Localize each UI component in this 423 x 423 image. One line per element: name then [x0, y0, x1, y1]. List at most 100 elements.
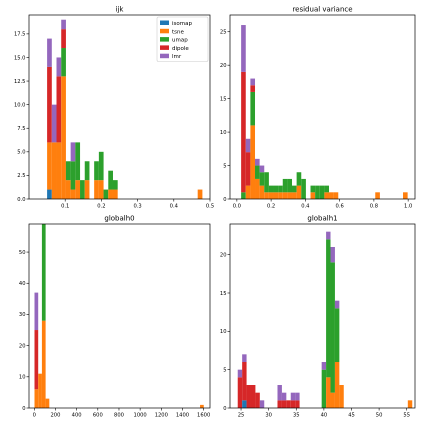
- bar-lmr-0: [34, 292, 39, 331]
- panel-title: ijk: [116, 6, 125, 14]
- bar-umap-12: [108, 170, 113, 190]
- y-tick-label: 15: [220, 96, 227, 102]
- bar-umap-2: [41, 224, 46, 321]
- panel-2: 0 200 400 600 800 1000 1200 1400 1600 0 10 20 30 40 50…: [19, 215, 211, 419]
- y-tick-label: 5: [223, 163, 226, 169]
- bar-umap-16: [319, 185, 325, 199]
- bar-lmr-13: [330, 247, 335, 263]
- y-tick-label: 5.0: [17, 150, 25, 156]
- bar-umap-10: [98, 151, 104, 181]
- bar-tsne-2: [56, 142, 62, 199]
- bar-lmr-11: [321, 362, 327, 370]
- y-tick-label: 15.0: [14, 55, 26, 61]
- bar-tsne-13: [112, 189, 118, 199]
- bar-umap-14: [334, 308, 340, 362]
- bar-tsne-6: [268, 192, 274, 199]
- legend: isomap tsne umap dipole lmr: [156, 16, 209, 62]
- bar-lmr-1: [51, 104, 57, 143]
- bar-lmr-0: [47, 38, 52, 67]
- legend-label-tsne: tsne: [172, 29, 185, 35]
- bar-tsne-5: [264, 192, 269, 199]
- bar-umap-8: [84, 161, 90, 181]
- x-tick-label: 400: [72, 413, 82, 419]
- y-tick-label: 12.5: [14, 79, 26, 85]
- bar-tsne-18: [329, 192, 334, 199]
- bar-umap-5: [70, 161, 76, 190]
- bar-dipole-0: [47, 66, 52, 143]
- bar-umap-14: [310, 185, 316, 193]
- x-tick-label: 0: [33, 413, 36, 419]
- bar-tsne-14: [197, 189, 203, 199]
- bar-umap-10: [287, 178, 293, 193]
- bar-tsne-4: [200, 404, 204, 408]
- bar-dipole-2: [250, 85, 256, 92]
- bar-dipole-0: [34, 330, 39, 390]
- bar-tsne-0: [47, 142, 52, 190]
- y-tick-label: 10.0: [14, 102, 26, 108]
- y-tick-label: 30: [19, 312, 26, 318]
- legend-swatch-isomap: [160, 20, 169, 25]
- bar-tsne-21: [403, 192, 408, 199]
- y-tick-label: 10: [220, 329, 227, 335]
- x-tick-label: 200: [51, 413, 61, 419]
- bar-umap-5: [264, 172, 269, 193]
- x-tick-label: 50: [376, 413, 383, 419]
- bar-tsne-3: [45, 398, 50, 408]
- bar-tsne-14: [334, 362, 340, 408]
- y-tick-label: 5: [223, 367, 226, 373]
- x-tick-label: 30: [265, 413, 272, 419]
- y-tick-label: 25: [220, 30, 227, 36]
- y-tick-label: 20: [220, 63, 227, 69]
- x-tick-label: 25: [238, 413, 245, 419]
- legend-swatch-umap: [160, 37, 169, 42]
- x-tick-label: 0.2: [267, 204, 275, 210]
- panel-title: globalh1: [307, 215, 337, 223]
- legend-swatch-dipole: [160, 45, 169, 50]
- bar-tsne-2: [250, 125, 256, 199]
- bar-lmr-4: [259, 165, 265, 173]
- legend-box: [156, 16, 209, 62]
- bar-tsne-15: [339, 385, 344, 408]
- bar-isomap-1: [242, 400, 247, 408]
- bar-dipole-6: [277, 400, 282, 408]
- bar-tsne-11: [292, 192, 297, 199]
- bar-dipole-0: [237, 377, 243, 408]
- bar-umap-0: [241, 192, 246, 199]
- bar-lmr-10: [295, 392, 300, 401]
- x-tick-label: 0.0: [233, 204, 241, 210]
- y-tick-label: 10: [19, 375, 26, 381]
- bar-lmr-12: [326, 231, 331, 240]
- bar-umap-2: [250, 91, 256, 126]
- bar-umap-7: [80, 180, 85, 199]
- x-tick-label: 40: [321, 413, 328, 419]
- bar-tsne-20: [375, 192, 380, 199]
- panel-title: residual variance: [292, 6, 352, 14]
- x-tick-label: 1600: [197, 413, 210, 419]
- bar-tsne-1: [245, 185, 251, 199]
- bar-dipole-1: [245, 152, 251, 186]
- bar-umap-4: [65, 161, 71, 181]
- bar-lmr-9: [290, 392, 296, 401]
- x-tick-label: 0.2: [97, 204, 105, 210]
- bar-dipole-3: [250, 385, 256, 408]
- y-tick-label: 0: [223, 406, 226, 412]
- bar-lmr-14: [334, 300, 340, 309]
- bar-lmr-7: [281, 392, 287, 401]
- x-tick-label: 0.5: [206, 204, 214, 210]
- bar-isomap-0: [47, 189, 52, 199]
- y-tick-label: 20: [19, 343, 26, 349]
- bar-dipole-4: [255, 392, 260, 408]
- bar-umap-13: [112, 180, 118, 190]
- y-tick-label: 15: [220, 291, 227, 297]
- panel-0: 0.1 0.2 0.3 0.4 0.5 0.0 2.5 5.0 7.5 10.0 12.5 15.0 1…: [14, 6, 214, 210]
- bar-umap-8: [278, 185, 283, 193]
- x-tick-label: 800: [114, 413, 124, 419]
- bar-dipole-10: [295, 400, 300, 408]
- x-tick-label: 0.1: [61, 204, 69, 210]
- bar-tsne-2: [41, 320, 46, 408]
- bar-tsne-10: [287, 192, 293, 199]
- y-tick-label: 0: [223, 197, 226, 203]
- panel-3: 25 30 35 40 45 50 55 0 5 10 15 20 globalh1: [220, 215, 416, 419]
- bar-dipole-0: [241, 71, 246, 193]
